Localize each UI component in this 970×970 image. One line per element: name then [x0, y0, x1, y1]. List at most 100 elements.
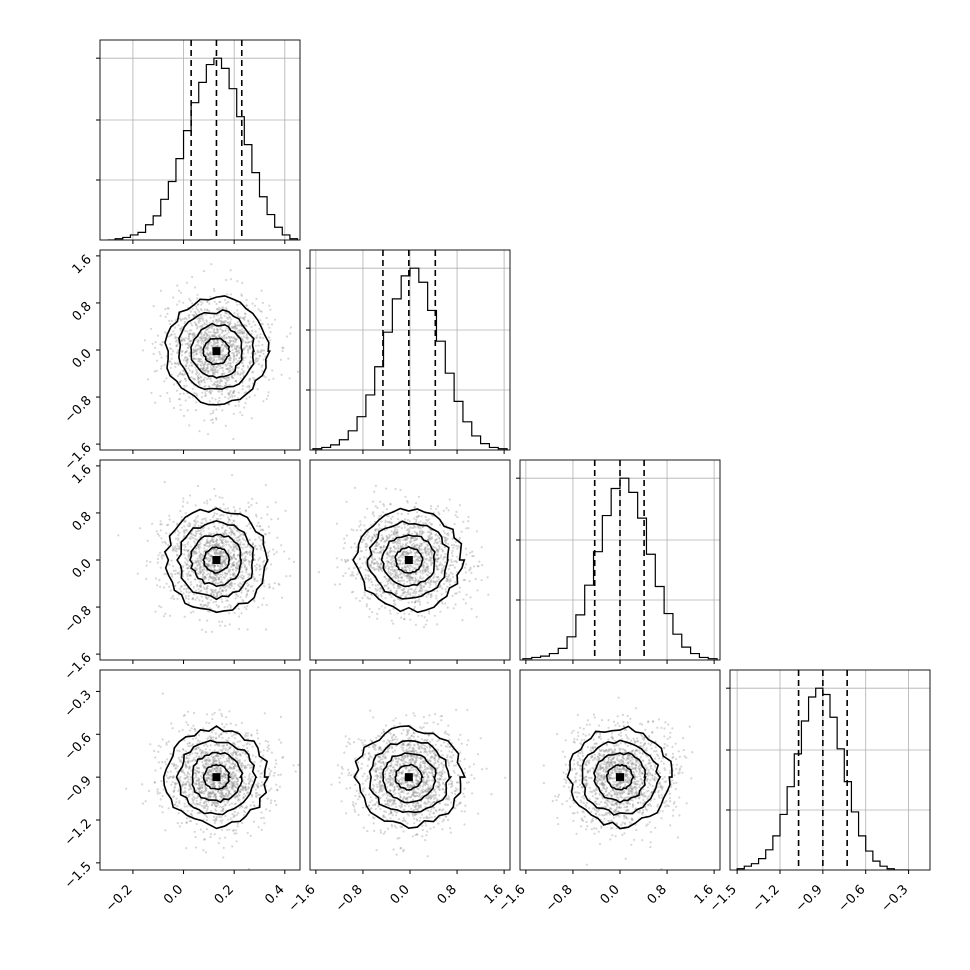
scatter-point — [209, 358, 212, 361]
scatter-point — [211, 785, 214, 788]
scatter-point — [255, 297, 258, 300]
scatter-point — [238, 740, 241, 743]
scatter-point — [196, 812, 199, 815]
scatter-point — [210, 566, 213, 569]
scatter-point — [168, 335, 171, 338]
scatter-point — [238, 752, 241, 756]
scatter-point — [221, 320, 224, 323]
scatter-point — [422, 567, 425, 570]
scatter-point — [426, 545, 429, 548]
scatter-point — [244, 341, 247, 344]
scatter-point — [221, 526, 224, 530]
scatter-point — [195, 746, 198, 749]
scatter-point — [225, 572, 229, 576]
scatter-point — [403, 617, 406, 621]
scatter-point — [428, 538, 431, 541]
scatter-point — [429, 550, 432, 553]
scatter-point — [225, 532, 228, 536]
scatter-point — [244, 402, 247, 405]
scatter-point — [211, 360, 214, 363]
scatter-point — [183, 525, 186, 528]
scatter-point — [425, 566, 428, 569]
scatter-point — [251, 543, 254, 546]
scatter-point — [261, 301, 264, 304]
scatter-point — [229, 359, 232, 362]
scatter-point — [377, 569, 380, 572]
scatter-point — [206, 365, 209, 368]
scatter-point — [414, 579, 418, 582]
scatter-point — [266, 394, 270, 397]
scatter-point — [415, 532, 419, 536]
scatter-point — [233, 533, 236, 536]
scatter-point — [208, 610, 211, 613]
scatter-point — [232, 354, 235, 357]
scatter-point — [423, 548, 426, 551]
scatter-point — [424, 515, 427, 519]
scatter-point — [213, 563, 216, 567]
scatter-point — [199, 571, 202, 574]
scatter-point — [365, 543, 368, 546]
scatter-point — [454, 603, 457, 606]
scatter-point — [203, 323, 206, 326]
scatter-point — [472, 565, 476, 568]
scatter-point — [212, 578, 215, 581]
scatter-point — [407, 564, 410, 567]
scatter-point — [206, 433, 210, 436]
scatter-point — [370, 561, 373, 564]
scatter-point — [388, 579, 391, 582]
scatter-point — [213, 548, 216, 551]
scatter-point — [387, 587, 390, 590]
scatter-point — [426, 543, 429, 546]
scatter-point — [397, 584, 401, 588]
scatter-point — [242, 789, 245, 792]
scatter-point — [410, 588, 413, 591]
scatter-point — [185, 765, 188, 768]
scatter-point — [235, 350, 238, 353]
scatter-point — [398, 540, 401, 543]
scatter-point — [181, 343, 184, 346]
scatter-point — [404, 569, 408, 572]
scatter-point — [397, 564, 400, 567]
scatter-point — [191, 793, 194, 796]
scatter-point — [220, 321, 223, 324]
scatter-point — [221, 589, 224, 593]
scatter-point — [228, 403, 231, 406]
scatter-point — [196, 786, 199, 790]
scatter-point — [416, 516, 419, 519]
scatter-point — [365, 603, 368, 606]
scatter-point — [451, 549, 454, 553]
scatter-point — [218, 319, 221, 322]
scatter-point — [421, 531, 424, 534]
scatter-point — [443, 532, 446, 535]
scatter-point — [394, 526, 397, 530]
scatter-point — [203, 376, 206, 379]
scatter-point — [218, 744, 221, 747]
scatter-point — [258, 363, 261, 366]
scatter-point — [191, 797, 194, 801]
scatter-point — [430, 553, 433, 557]
scatter-point — [189, 494, 192, 497]
scatter-point — [408, 552, 411, 555]
scatter-point — [254, 324, 257, 327]
scatter-point — [221, 306, 224, 309]
scatter-point — [188, 784, 191, 787]
scatter-point — [216, 383, 219, 387]
scatter-point — [212, 576, 215, 579]
scatter-point — [207, 552, 210, 555]
scatter-point — [177, 547, 180, 550]
scatter-point — [184, 530, 187, 533]
scatter-point — [372, 558, 375, 561]
scatter-point — [435, 538, 438, 541]
scatter-point — [390, 517, 393, 521]
scatter-point — [209, 575, 212, 578]
scatter-point — [168, 319, 171, 322]
scatter-point — [383, 504, 386, 507]
scatter-point — [166, 307, 169, 310]
scatter-point — [213, 543, 216, 547]
scatter-point — [219, 367, 222, 370]
scatter-point — [213, 372, 216, 375]
scatter-point — [183, 384, 186, 387]
scatter-point — [198, 359, 201, 362]
scatter-point — [215, 417, 218, 420]
scatter-point — [373, 558, 376, 561]
